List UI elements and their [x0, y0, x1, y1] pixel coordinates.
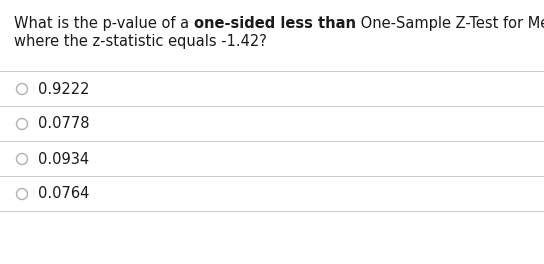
Text: 0.0764: 0.0764: [38, 186, 89, 201]
Text: one-sided less than: one-sided less than: [194, 16, 356, 31]
Text: 0.0778: 0.0778: [38, 116, 90, 131]
Text: where the z-statistic equals -1.42?: where the z-statistic equals -1.42?: [14, 34, 267, 49]
Text: What is the p-value of a: What is the p-value of a: [14, 16, 194, 31]
Text: 0.0934: 0.0934: [38, 152, 89, 167]
Text: One-Sample Z-Test for Mean: One-Sample Z-Test for Mean: [356, 16, 544, 31]
Text: 0.9222: 0.9222: [38, 82, 90, 97]
